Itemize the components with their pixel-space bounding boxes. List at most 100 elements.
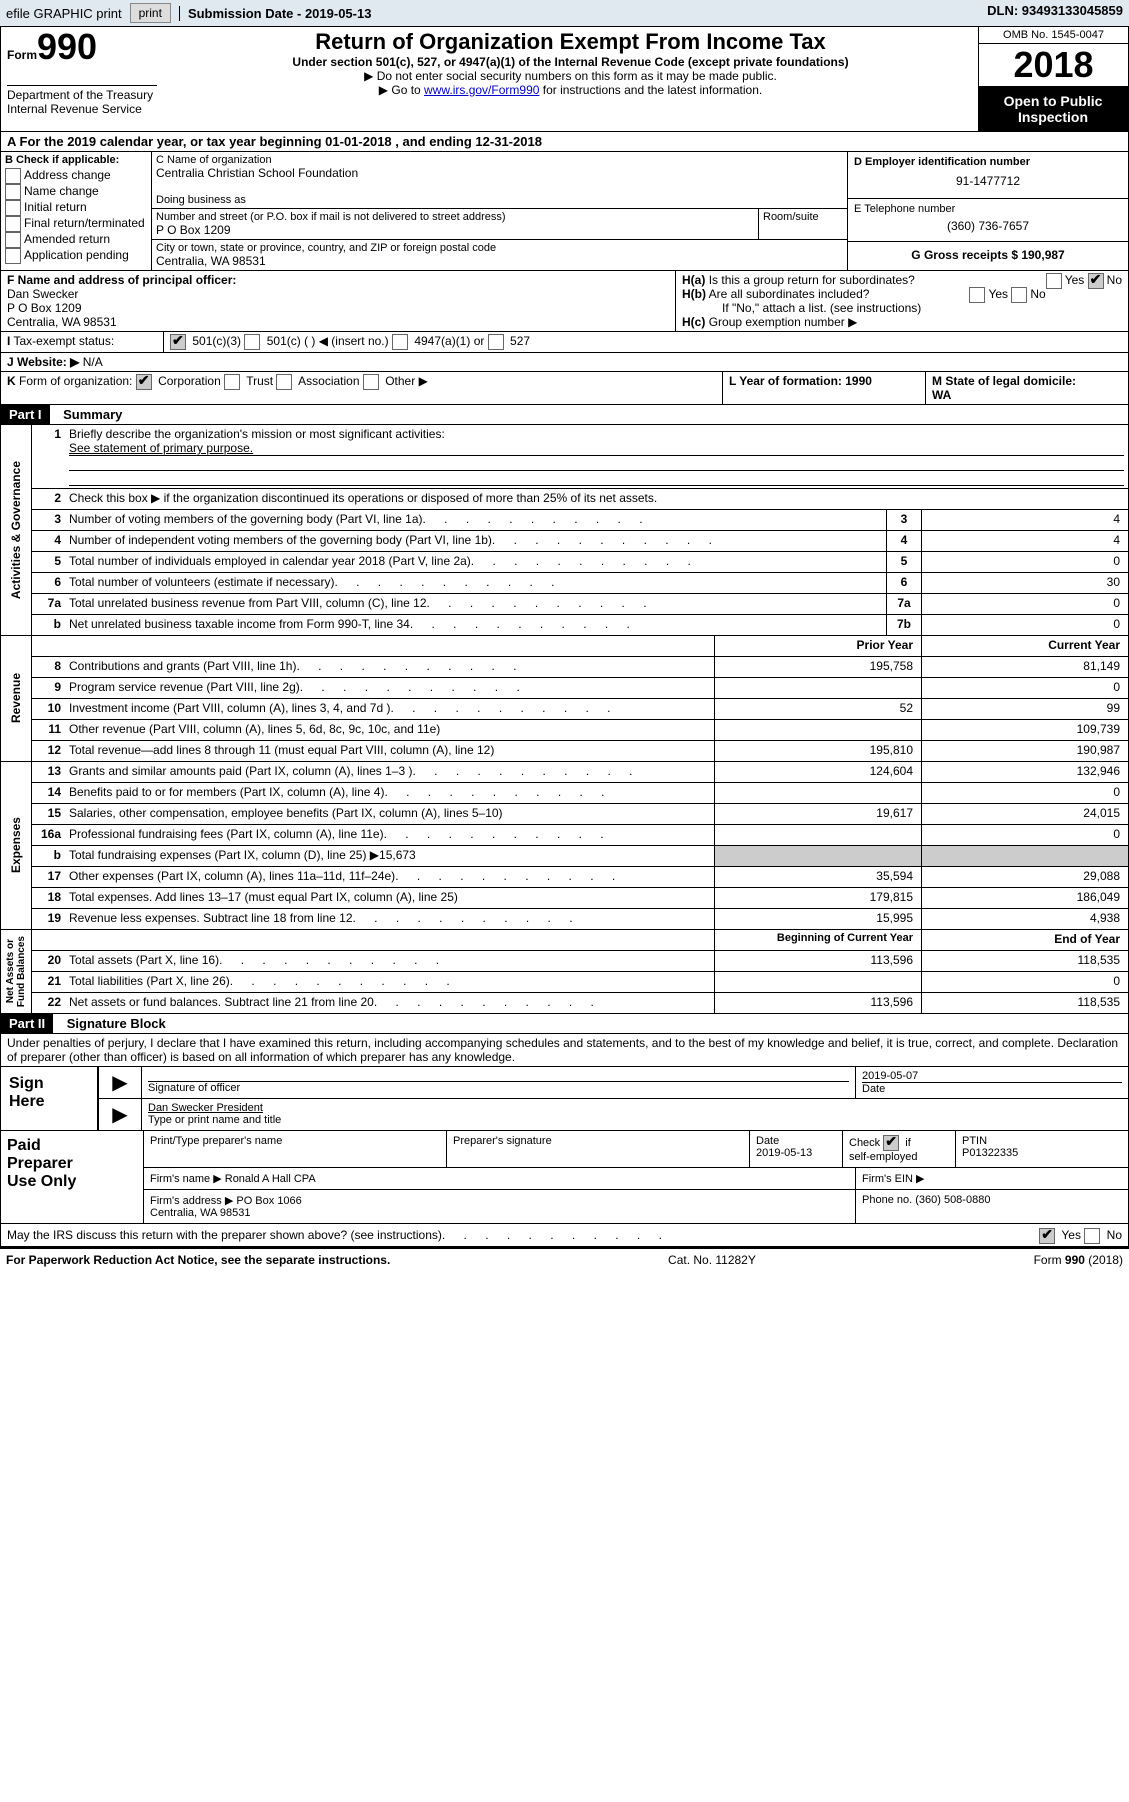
part2-title: Signature Block bbox=[57, 1016, 166, 1031]
i-501c3-checkbox[interactable] bbox=[170, 334, 186, 350]
i-4947-checkbox[interactable] bbox=[392, 334, 408, 350]
l7b-desc: Net unrelated business taxable income fr… bbox=[69, 617, 410, 631]
pending-checkbox[interactable] bbox=[5, 248, 21, 264]
opt-final: Final return/terminated bbox=[24, 216, 145, 230]
l7a-box: 7a bbox=[886, 594, 921, 614]
l16a-desc: Professional fundraising fees (Part IX, … bbox=[69, 827, 384, 841]
l11-desc: Other revenue (Part VIII, column (A), li… bbox=[69, 722, 440, 736]
net-assets-section: Net Assets or Fund Balances Beginning of… bbox=[0, 930, 1129, 1014]
i-v3: 4947(a)(1) or bbox=[414, 334, 484, 348]
l10-cy: 99 bbox=[921, 699, 1128, 719]
k-label: Form of organization: bbox=[19, 374, 132, 388]
g-label: G Gross receipts $ 190,987 bbox=[911, 248, 1064, 262]
sign-here-label: Sign Here bbox=[1, 1067, 99, 1130]
city-label: City or town, state or province, country… bbox=[156, 242, 843, 254]
k-corp-checkbox[interactable] bbox=[136, 374, 152, 390]
part1-title: Summary bbox=[53, 407, 122, 422]
hb-yes-checkbox[interactable] bbox=[969, 287, 985, 303]
i-v4: 527 bbox=[510, 334, 530, 348]
l20-boy: 113,596 bbox=[714, 951, 921, 971]
py-hdr: Prior Year bbox=[714, 636, 921, 656]
address-change-checkbox[interactable] bbox=[5, 168, 21, 184]
subtitle-2: ▶ Do not enter social security numbers o… bbox=[169, 69, 972, 83]
firm-name: Ronald A Hall CPA bbox=[225, 1173, 316, 1185]
ptin-value: P01322335 bbox=[962, 1147, 1018, 1159]
f-label: F Name and address of principal officer: bbox=[7, 273, 236, 287]
i-527-checkbox[interactable] bbox=[488, 334, 504, 350]
l8-cy: 81,149 bbox=[921, 657, 1128, 677]
part1-hdr: Part I bbox=[1, 405, 50, 424]
i-v1: 501(c)(3) bbox=[192, 334, 241, 348]
eoy-hdr: End of Year bbox=[921, 930, 1128, 950]
hb-note: If "No," attach a list. (see instruction… bbox=[682, 301, 1122, 315]
l-label: L Year of formation: 1990 bbox=[729, 374, 872, 388]
discuss-text: May the IRS discuss this return with the… bbox=[7, 1228, 442, 1242]
irs-link[interactable]: www.irs.gov/Form990 bbox=[424, 83, 539, 97]
k-v3: Association bbox=[298, 374, 359, 388]
opt-amended: Amended return bbox=[24, 232, 110, 246]
efile-label: efile GRAPHIC print bbox=[6, 6, 122, 21]
l8-desc: Contributions and grants (Part VIII, lin… bbox=[69, 659, 296, 673]
discuss-yes: Yes bbox=[1061, 1228, 1081, 1242]
self-employed-checkbox[interactable] bbox=[883, 1135, 899, 1151]
l19-cy: 4,938 bbox=[921, 909, 1128, 929]
l22-eoy: 118,535 bbox=[921, 993, 1128, 1013]
l16b-pre: Total fundraising expenses (Part IX, col… bbox=[69, 848, 379, 862]
form-title: Return of Organization Exempt From Incom… bbox=[169, 29, 972, 55]
info-row-2: F Name and address of principal officer:… bbox=[0, 271, 1129, 332]
dln-label: DLN: 93493133045859 bbox=[987, 3, 1123, 23]
revenue-section: Revenue Prior YearCurrent Year 8Contribu… bbox=[0, 636, 1129, 762]
opt-name: Name change bbox=[24, 184, 99, 198]
calendar-year-text: For the 2019 calendar year, or tax year … bbox=[20, 134, 542, 149]
l19-desc: Revenue less expenses. Subtract line 18 … bbox=[69, 911, 353, 925]
k-trust-checkbox[interactable] bbox=[224, 374, 240, 390]
open-to-public: Open to Public Inspection bbox=[978, 87, 1128, 131]
firm-addr-label: Firm's address ▶ bbox=[150, 1195, 233, 1207]
l15-desc: Salaries, other compensation, employee b… bbox=[69, 806, 503, 820]
k-assoc-checkbox[interactable] bbox=[276, 374, 292, 390]
l18-cy: 186,049 bbox=[921, 888, 1128, 908]
discuss-yes-checkbox[interactable] bbox=[1039, 1228, 1055, 1244]
i-v2: 501(c) ( ) ◀ (insert no.) bbox=[267, 334, 389, 348]
name-change-checkbox[interactable] bbox=[5, 184, 21, 200]
i-501c-checkbox[interactable] bbox=[244, 334, 260, 350]
prep-name-label: Print/Type preparer's name bbox=[144, 1131, 446, 1167]
hb-no-checkbox[interactable] bbox=[1011, 287, 1027, 303]
info-row-1: B Check if applicable: Address change Na… bbox=[0, 152, 1129, 271]
opt-address: Address change bbox=[24, 168, 111, 182]
l7a-desc: Total unrelated business revenue from Pa… bbox=[69, 596, 427, 610]
initial-return-checkbox[interactable] bbox=[5, 200, 21, 216]
amended-checkbox[interactable] bbox=[5, 232, 21, 248]
b-label: B Check if applicable: bbox=[1, 152, 151, 168]
l8-py: 195,758 bbox=[714, 657, 921, 677]
final-return-checkbox[interactable] bbox=[5, 216, 21, 232]
discuss-no-checkbox[interactable] bbox=[1084, 1228, 1100, 1244]
k-other-checkbox[interactable] bbox=[363, 374, 379, 390]
hb-yes: Yes bbox=[988, 287, 1008, 301]
org-name: Centralia Christian School Foundation bbox=[156, 166, 843, 180]
l3-val: 4 bbox=[921, 510, 1128, 530]
ha-no-checkbox[interactable] bbox=[1088, 273, 1104, 289]
k-v2: Trust bbox=[246, 374, 273, 388]
k-v1: Corporation bbox=[158, 374, 221, 388]
street-value: P O Box 1209 bbox=[156, 223, 754, 237]
form-number: 990 bbox=[37, 26, 97, 67]
l9-cy: 0 bbox=[921, 678, 1128, 698]
officer-print-name: Dan Swecker President bbox=[148, 1102, 263, 1114]
k-v4: Other ▶ bbox=[385, 374, 428, 388]
l22-boy: 113,596 bbox=[714, 993, 921, 1013]
j-label: Website: ▶ bbox=[17, 355, 79, 369]
ha-yes-checkbox[interactable] bbox=[1046, 273, 1062, 289]
l18-py: 179,815 bbox=[714, 888, 921, 908]
prep-sig-label: Preparer's signature bbox=[446, 1131, 749, 1167]
l5-val: 0 bbox=[921, 552, 1128, 572]
m-label: M State of legal domicile: WA bbox=[932, 374, 1076, 402]
print-button[interactable]: print bbox=[130, 3, 171, 23]
phone-value: (360) 736-7657 bbox=[854, 215, 1122, 237]
l7a-val: 0 bbox=[921, 594, 1128, 614]
opt-initial: Initial return bbox=[24, 200, 87, 214]
pra-notice: For Paperwork Reduction Act Notice, see … bbox=[6, 1253, 390, 1267]
paid-preparer-block: Paid Preparer Use Only Print/Type prepar… bbox=[0, 1131, 1129, 1224]
l13-cy: 132,946 bbox=[921, 762, 1128, 782]
l16a-py bbox=[714, 825, 921, 845]
